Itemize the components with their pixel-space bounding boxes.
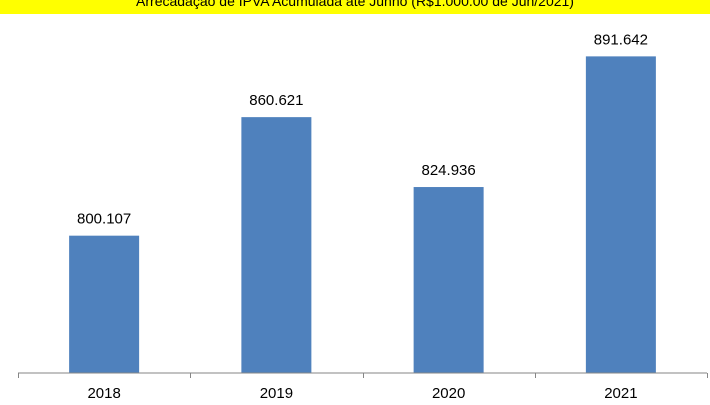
bar-2020 [413,187,484,373]
value-label-2018: 800.107 [77,211,131,228]
value-label-2019: 860.621 [249,92,303,109]
category-label-2018: 2018 [87,385,120,402]
labels-layer: 800.107 2018 860.621 2019 824.936 2020 891.642… [77,31,648,402]
bar-2021 [585,56,656,373]
value-label-2020: 824.936 [422,162,476,179]
value-label-2021: 891.642 [594,31,648,48]
chart-title: Arrecadação de IPVA Acumulada até Junho … [0,0,710,14]
category-label-2019: 2019 [260,385,293,402]
bars-layer [69,56,656,374]
bar-2018 [69,235,140,373]
category-label-2021: 2021 [604,385,637,402]
x-axis-ticks [18,373,708,378]
bar-2019 [241,117,312,374]
category-label-2020: 2020 [432,385,465,402]
chart-title-text: Arrecadação de IPVA Acumulada até Junho … [136,0,574,9]
